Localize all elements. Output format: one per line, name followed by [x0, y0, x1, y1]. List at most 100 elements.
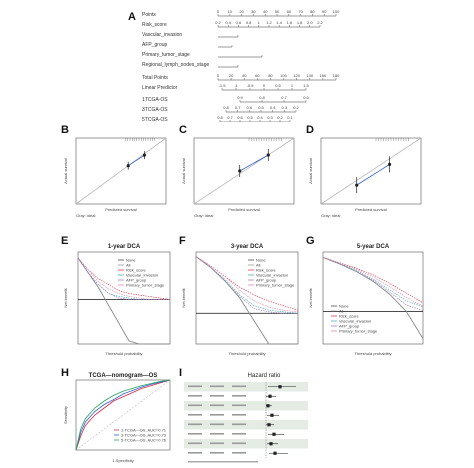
points-tick-label: 100 [333, 10, 340, 14]
os5-tick-label: 0.5 [247, 115, 253, 120]
legend-entry: 3-TCGA—OS, AUC=0.73 [121, 433, 167, 438]
nomogram-row-label: AFP_group [142, 42, 168, 48]
total-points-tick-label: 180 [333, 73, 340, 78]
forest-estimate [273, 451, 277, 455]
plot-frame [320, 137, 422, 205]
x-axis-label: Threshold probability [228, 351, 265, 356]
dca-title: 3-year DCA [231, 244, 264, 250]
forest-text-block [188, 404, 202, 407]
plot-frame [77, 251, 171, 345]
y-axis-label: Actual survival [63, 158, 68, 184]
forest-text-block [188, 414, 202, 416]
panel-label-f: F [179, 235, 186, 247]
forest-text-block [210, 442, 224, 445]
nomogram-row-label: 1TCGA-OS [142, 97, 168, 103]
nomogram-row-label: Points [142, 12, 156, 18]
points-tick-label: 80 [310, 10, 315, 14]
total-points-tick-label: 100 [280, 73, 287, 78]
dca-series-line [77, 257, 171, 300]
points-tick-label: 50 [275, 10, 280, 14]
dca-series-line [195, 256, 298, 345]
os3-tick-label: 0.4 [270, 105, 276, 110]
ideal-line [320, 137, 422, 205]
calibration-point [387, 162, 392, 166]
os5-tick-label: 0.6 [237, 115, 243, 120]
x-axis-label: Predicted survival [105, 207, 137, 212]
total-points-tick-label: 140 [306, 73, 313, 78]
panel-label-e: E [61, 235, 69, 247]
os3-tick-label: 0.8 [223, 105, 229, 110]
dca-title: 1-year DCA [108, 244, 141, 250]
total-points-tick-label: 20 [229, 73, 234, 78]
total-points-tick-label: 0 [217, 73, 220, 78]
plot-frame [193, 137, 295, 205]
risk-score-tick-label: 2.2 [317, 20, 323, 25]
forest-footnote-block [188, 461, 258, 463]
plot-frame [195, 251, 299, 345]
x-axis-label: Predicted survival [355, 207, 387, 212]
points-tick-label: 70 [298, 10, 303, 14]
nomogram-row-label: Total Points [142, 75, 168, 81]
dca-panel-e: 1-year DCA Threshold probability Net benef… [63, 244, 171, 356]
linear-predictor-tick-label: -1 [234, 83, 238, 88]
calibration-point [142, 153, 146, 157]
points-tick-label: 10 [228, 10, 233, 14]
calibration-line [127, 154, 145, 167]
x-axis-label: Threshold probability [105, 351, 142, 356]
forest-estimate [269, 442, 273, 446]
os5-tick-label: 0.8 [217, 115, 223, 120]
legend-entry: 5-TCGA—OS, AUC=0.76 [121, 438, 167, 443]
forest-text-block [188, 433, 202, 435]
linear-predictor-tick-label: -1.5 [219, 83, 227, 88]
nomogram-row-label: Primary_tumor_stage [142, 52, 190, 58]
forest-text-block [210, 395, 224, 397]
legend-entry: Primary_tumor_stage [126, 283, 165, 288]
dca-series-line [322, 256, 424, 339]
legend-entry: Vascular_invasion [339, 319, 371, 324]
calibration-point [355, 183, 359, 187]
forest-text-block [210, 452, 224, 454]
nomogram-row-label: 5TCGA-OS [142, 117, 168, 122]
x-axis-label: Predicted survival [228, 207, 260, 212]
ideal-line [75, 137, 167, 205]
risk-score-tick-label: 1.2 [266, 20, 272, 25]
calibration-point [266, 153, 270, 157]
y-axis-label: Net benefit [308, 287, 313, 307]
forest-estimate [267, 423, 271, 427]
risk-score-tick-label: 0.2 [215, 20, 221, 25]
dca-title: 5-year DCA [357, 244, 390, 250]
roc-curve [75, 379, 171, 451]
forest-text-block [210, 414, 224, 416]
calibration-footnote: Gray: ideal [76, 213, 95, 218]
calibration-point [126, 164, 130, 168]
legend-entry: None [256, 258, 266, 263]
forest-text-block [232, 423, 246, 426]
forest-text-block [210, 404, 224, 407]
calibration-line [239, 154, 269, 172]
dca-series-line [77, 257, 170, 300]
calibration-panel-d: Actual survival Predicted survival Gray: i… [308, 137, 422, 218]
risk-score-tick-label: 1 [258, 20, 261, 25]
legend-entry: Risk_score [126, 268, 147, 273]
os5-tick-label: 0.3 [267, 115, 273, 120]
calibration-point [238, 169, 242, 173]
forest-text-block [188, 452, 202, 454]
os1-tick-label: 0.7 [281, 95, 287, 100]
os3-tick-label: 0.3 [282, 105, 288, 110]
y-axis-label: Net benefit [181, 287, 186, 307]
nomogram-row-label: 3TCGA-OS [142, 107, 168, 113]
os3-tick-label: 0.2 [293, 105, 299, 110]
panel-label-d: D [306, 124, 314, 136]
dca-series-line [322, 257, 424, 311]
legend-entry: Vascular_invasion [126, 273, 158, 278]
nomogram-panel: Points Risk_score Vascular_invasion AFP_gro… [142, 10, 340, 122]
forest-plot-panel: Hazard ratio [184, 373, 308, 463]
legend-entry: AFP_group [126, 278, 147, 283]
forest-text-block [232, 414, 246, 416]
forest-estimate [266, 404, 270, 408]
points-tick-label: 60 [287, 10, 292, 14]
forest-estimate [272, 432, 276, 436]
forest-text-block [232, 404, 246, 407]
forest-text-block [232, 395, 246, 397]
forest-text-block [232, 452, 246, 454]
